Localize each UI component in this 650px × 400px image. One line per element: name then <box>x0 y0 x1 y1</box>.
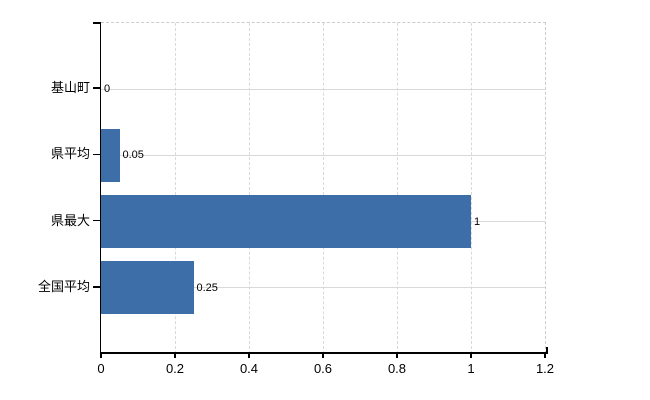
x-axis-tick <box>100 353 102 358</box>
category-label: 全国平均 <box>37 278 90 294</box>
x-tick-label: 0.8 <box>387 361 407 376</box>
plot-area: 0 0.05 1 0.25 <box>101 22 546 354</box>
y-axis-tick <box>92 219 100 222</box>
x-tick-label: 0 <box>97 361 105 376</box>
bar-県平均 <box>101 128 120 182</box>
category-gridline <box>101 88 545 90</box>
category-gridline <box>101 154 545 156</box>
x-axis-tick <box>248 353 250 358</box>
y-axis-tick <box>92 153 100 156</box>
x-tick-label: 0.6 <box>313 361 333 376</box>
x-tick-label: 1 <box>467 361 475 376</box>
x-axis-tick <box>470 353 472 358</box>
bar-value-label: 0.25 <box>196 281 218 294</box>
bar-県最大 <box>101 195 471 249</box>
bar-value-label: 1 <box>474 215 481 228</box>
x-axis-tick <box>174 353 176 358</box>
x-axis-line <box>99 352 548 354</box>
x-axis-tick <box>322 353 324 358</box>
x-tick-label: 0.2 <box>165 361 185 376</box>
category-label: 基山町 <box>50 80 90 96</box>
category-gridline <box>101 287 545 289</box>
bar-全国平均 <box>101 261 194 315</box>
x-axis-right-cap <box>546 347 548 353</box>
bar-value-label: 0 <box>104 83 111 96</box>
y-axis-line <box>99 22 101 354</box>
x-gridline <box>396 23 398 354</box>
x-axis-tick <box>544 353 546 358</box>
bar-value-label: 0.05 <box>122 149 144 162</box>
x-axis-tick <box>396 353 398 358</box>
y-axis-tick <box>92 87 100 89</box>
x-gridline <box>322 23 324 354</box>
x-tick-label: 1.2 <box>535 361 555 376</box>
x-gridline <box>248 23 250 354</box>
category-label: 県平均 <box>50 146 90 162</box>
x-gridline <box>174 23 176 354</box>
y-axis-tick <box>92 286 100 288</box>
x-gridline <box>470 23 472 354</box>
x-tick-label: 0.4 <box>239 361 259 376</box>
category-label: 県最大 <box>50 212 90 228</box>
y-axis-top-cap <box>93 22 100 24</box>
